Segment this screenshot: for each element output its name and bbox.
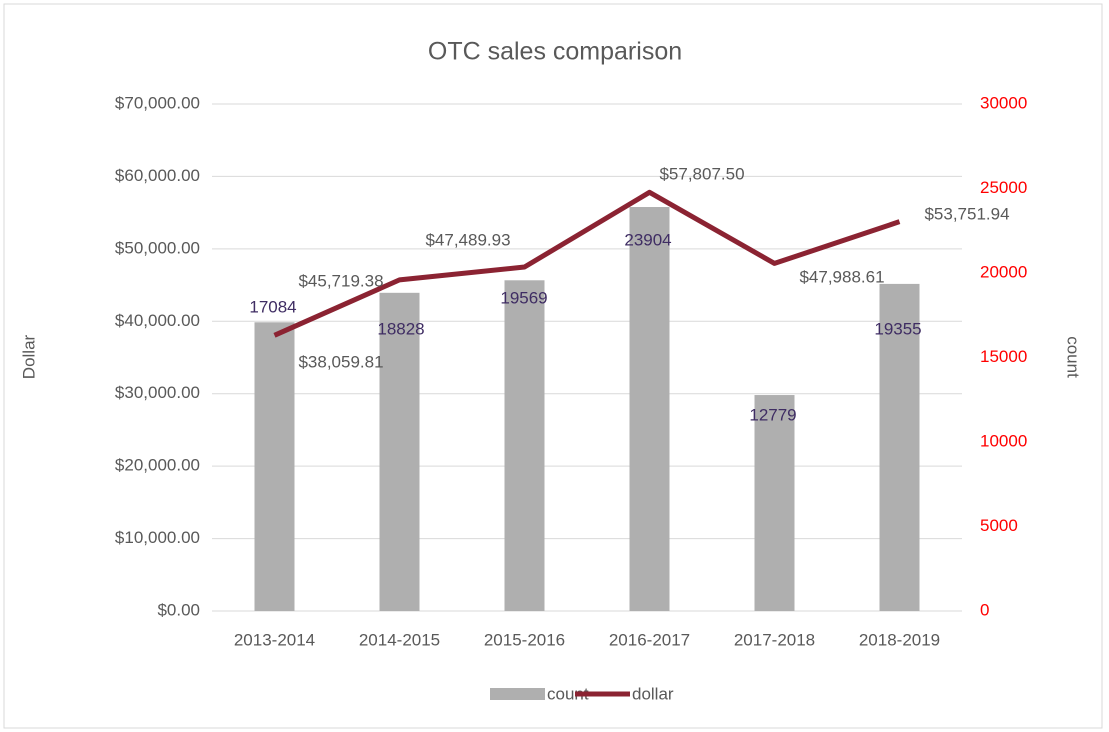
y-tick-label: $0.00 xyxy=(157,600,200,619)
line xyxy=(273,189,901,338)
x-tick-label: 2013-2014 xyxy=(234,630,315,649)
y-tick-label: $10,000.00 xyxy=(115,528,200,547)
y-axis-title: Dollar xyxy=(19,334,38,379)
data-label: $45,719.38 xyxy=(298,271,383,290)
legend-label: count xyxy=(547,684,589,703)
y-tick-label: $40,000.00 xyxy=(115,311,200,330)
y-tick-label: $60,000.00 xyxy=(115,166,200,185)
data-label: 19355 xyxy=(874,319,921,338)
bar xyxy=(504,280,545,611)
data-label: $47,988.61 xyxy=(799,267,884,286)
legend-label: dollar xyxy=(632,684,674,703)
x-tick-label: 2015-2016 xyxy=(484,630,565,649)
y2-tick-label: 15000 xyxy=(980,347,1027,366)
x-tick-label: 2018-2019 xyxy=(859,630,940,649)
y-tick-label: $20,000.00 xyxy=(115,456,200,475)
data-label: 12779 xyxy=(749,405,796,424)
y2-tick-label: 25000 xyxy=(980,178,1027,197)
data-label: 17084 xyxy=(249,297,296,316)
y-tick-label: $50,000.00 xyxy=(115,238,200,257)
x-tick-label: 2016-2017 xyxy=(609,630,690,649)
data-label: 18828 xyxy=(377,319,424,338)
data-label: $38,059.81 xyxy=(298,352,383,371)
y-tick-label: $30,000.00 xyxy=(115,383,200,402)
x-tick-label: 2017-2018 xyxy=(734,630,815,649)
bar xyxy=(754,395,795,611)
data-label: $47,489.93 xyxy=(425,230,510,249)
y2-tick-label: 20000 xyxy=(980,262,1027,281)
legend-swatch xyxy=(490,688,545,700)
y2-tick-label: 10000 xyxy=(980,431,1027,450)
data-label: $57,807.50 xyxy=(659,164,744,183)
data-label: $53,751.94 xyxy=(924,204,1009,223)
data-label: 23904 xyxy=(624,230,671,249)
data-label: 19569 xyxy=(500,288,547,307)
bar xyxy=(254,322,295,611)
y2-tick-label: 30000 xyxy=(980,93,1027,112)
y2-tick-label: 0 xyxy=(980,600,989,619)
bar xyxy=(879,283,920,611)
y2-axis-title: count xyxy=(1064,336,1083,378)
x-tick-label: 2014-2015 xyxy=(359,630,440,649)
bar xyxy=(629,207,670,611)
bar xyxy=(379,292,420,611)
y2-tick-label: 5000 xyxy=(980,516,1018,535)
y-tick-label: $70,000.00 xyxy=(115,93,200,112)
chart-title: OTC sales comparison xyxy=(428,38,682,66)
